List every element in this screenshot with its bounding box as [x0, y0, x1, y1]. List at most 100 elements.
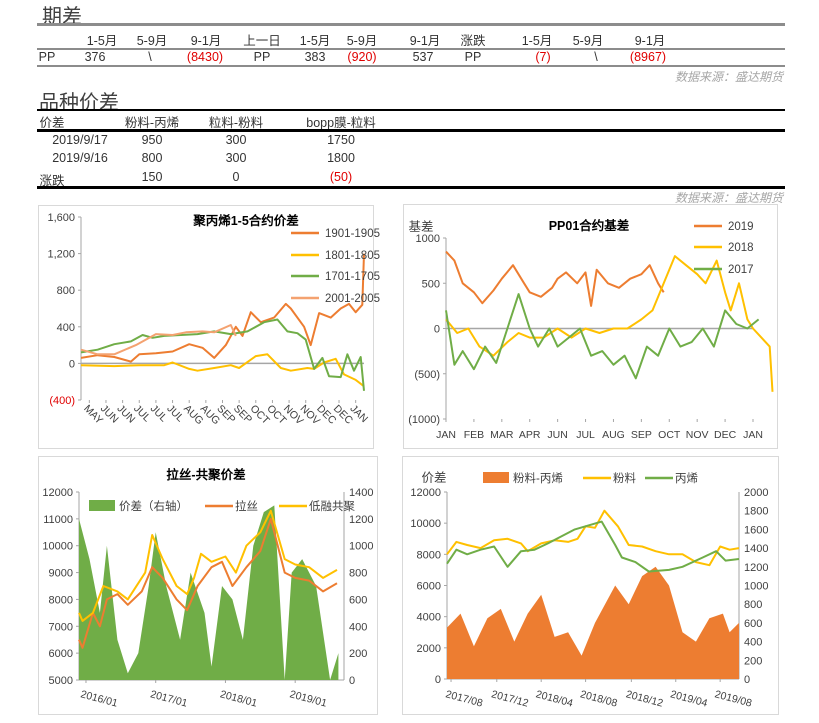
- y2-tick-label: 1000: [349, 541, 373, 553]
- table-cell: 1750: [327, 133, 355, 147]
- row-label: 涨跌: [39, 174, 65, 188]
- x-tick-label: 2017/01: [149, 688, 189, 709]
- y-tick-label: 1000: [416, 233, 440, 245]
- series-area-0: [79, 505, 339, 680]
- x-tick-label: JAN: [436, 429, 456, 441]
- y2-tick-label: 600: [349, 594, 367, 606]
- y-tick-label: 1,600: [47, 212, 75, 224]
- table-divider: [37, 48, 785, 50]
- y-tick-label: 1,200: [47, 249, 75, 261]
- y2-tick-label: 1800: [744, 506, 768, 518]
- column-header: bopp膜-粒料: [306, 116, 376, 130]
- y2-tick-label: 1400: [349, 487, 373, 499]
- table-cell: PP: [464, 50, 482, 64]
- legend-label: 粉料: [613, 471, 636, 485]
- column-header: 涨跌: [460, 34, 486, 48]
- column-header: 5-9月: [346, 34, 378, 48]
- x-tick-label: JUN: [114, 403, 137, 426]
- y2-tick-label: 2000: [744, 487, 768, 499]
- y-tick-label: 11000: [43, 514, 73, 526]
- y-tick-label: 6000: [417, 581, 441, 593]
- y-tick-label: 0: [435, 674, 441, 686]
- legend-label: 拉丝: [235, 499, 258, 513]
- y-tick-label: 400: [57, 322, 75, 334]
- table-cell: (8430): [186, 50, 224, 64]
- y-tick-label: 12000: [410, 487, 441, 499]
- table-cell: 300: [225, 133, 247, 147]
- legend-label: 2019: [728, 221, 754, 233]
- section-title-variety-spread: 品种价差: [39, 92, 119, 114]
- series-line-3: [80, 324, 237, 356]
- series-line-0: [445, 250, 665, 307]
- table-cell: 300: [225, 151, 247, 165]
- y-tick-label: 500: [422, 278, 440, 290]
- series-line-1: [80, 353, 365, 388]
- table-divider: [37, 129, 785, 132]
- x-tick-label: JUL: [131, 403, 153, 425]
- chart-pp01-basis: 1000 500 0 (500) (1000) JAN FEB MAR APR JUN JUL AUG…: [403, 204, 778, 449]
- table-cell: PP: [38, 50, 56, 64]
- table-cell: 150: [141, 170, 163, 184]
- table-cell: 0: [232, 170, 240, 184]
- column-header: 5-9月: [136, 34, 168, 48]
- row-label: 2019/9/17: [52, 133, 108, 147]
- table-divider: [37, 23, 785, 26]
- table-cell: PP: [253, 50, 271, 64]
- data-source-note: 数据来源：盛达期货: [674, 191, 783, 205]
- y-tick-label: 6000: [49, 648, 73, 660]
- table-divider: [37, 109, 785, 111]
- legend-label: 1701-1705: [325, 271, 380, 283]
- series-line-1: [78, 517, 338, 649]
- x-tick-label: DEC: [714, 429, 737, 441]
- chart-powder-propylene-spread: 12000 10000 8000 6000 4000 2000 0 2000 1800 1600 1…: [402, 456, 779, 715]
- chart-raffia-copolymer-spread: 12000 11000 10000 9000 8000 7000 6000 5000 1400 1…: [38, 456, 378, 715]
- column-header: 1-5月: [299, 34, 331, 48]
- column-header: 上一日: [243, 34, 281, 48]
- legend-label: 1801-1805: [325, 250, 380, 262]
- table-cell: 537: [412, 50, 434, 64]
- series-line-2: [446, 520, 740, 573]
- x-tick-label: MAR: [490, 429, 514, 441]
- y2-tick-label: 800: [744, 599, 762, 611]
- column-header: 价差: [39, 116, 65, 130]
- y-tick-label: 10000: [410, 518, 441, 530]
- y-tick-label: (400): [49, 395, 75, 407]
- column-header: 9-1月: [634, 34, 666, 48]
- table-cell: (50): [329, 170, 353, 184]
- table-cell: 1800: [327, 151, 355, 165]
- table-divider: [37, 65, 785, 67]
- x-tick-label: 2018/12: [625, 688, 665, 709]
- chart-title: PP01合约基差: [549, 218, 630, 233]
- y2-tick-label: 1200: [349, 514, 373, 526]
- y-tick-label: 0: [434, 324, 440, 336]
- x-tick-label: JUL: [576, 429, 595, 441]
- legend-label: 低融共聚: [309, 500, 355, 513]
- legend-label: 粉料-丙烯: [513, 471, 563, 485]
- column-header: 粒料-粉料: [208, 116, 264, 130]
- y-tick-label: 4000: [417, 612, 441, 624]
- legend-label: 2001-2005: [325, 293, 380, 305]
- legend-swatch: [89, 500, 115, 511]
- series-area-0: [447, 566, 739, 679]
- data-source-note: 数据来源：盛达期货: [674, 70, 783, 84]
- y2-tick-label: 400: [349, 621, 367, 633]
- x-tick-label: JAN: [743, 429, 763, 441]
- series-line-2: [78, 509, 338, 622]
- chart-pp-1-5-spread: 1,600 1,200 800 400 0 (400) MAY JUN JUN JUL JUL JUL…: [38, 205, 380, 449]
- x-tick-label: 2018/01: [219, 688, 259, 709]
- table-cell: (7): [535, 50, 551, 64]
- section-title-spread: 期差: [42, 6, 82, 28]
- y-tick-label: 8000: [49, 594, 73, 606]
- table-cell: 800: [141, 151, 163, 165]
- y2-tick-label: 0: [744, 674, 750, 686]
- series-line-0: [80, 253, 365, 363]
- series-line-1: [445, 255, 774, 392]
- y-tick-label: 7000: [49, 621, 73, 633]
- y2-tick-label: 1600: [744, 524, 768, 536]
- y2-tick-label: 600: [744, 618, 762, 630]
- table-divider: [37, 186, 785, 189]
- y2-tick-label: 400: [744, 637, 762, 649]
- y-tick-label: 12000: [42, 487, 73, 499]
- column-header: 9-1月: [190, 34, 222, 48]
- column-header: 9-1月: [409, 34, 441, 48]
